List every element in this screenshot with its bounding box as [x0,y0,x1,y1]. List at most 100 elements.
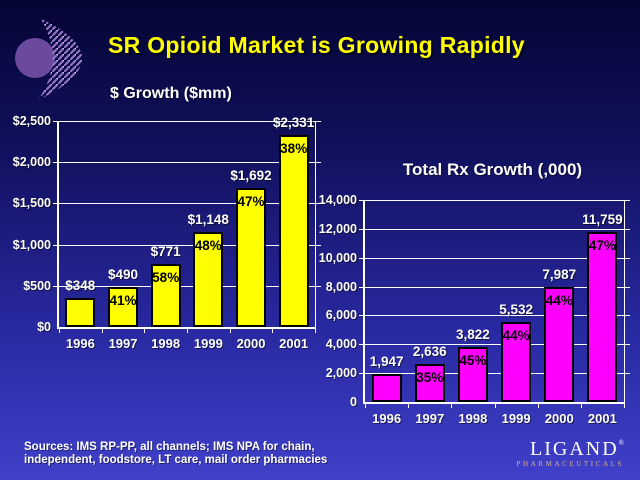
bar [108,286,138,327]
bar [193,232,224,327]
bar [544,286,575,402]
x-tick [144,327,146,333]
bar-growth-label: 44% [502,328,530,344]
x-axis-label: 1998 [458,411,488,426]
company-logo-wordmark: LIGAND® [530,438,624,460]
bar-value-label: 11,759 [582,212,623,228]
x-tick [315,327,316,333]
bar-value-label: $2,331 [273,114,315,130]
bar-growth-label: 45% [459,352,487,368]
y-axis-label: 12,000 [318,221,357,236]
x-axis-label: 2000 [544,411,574,426]
x-tick [101,327,103,333]
bar [587,232,618,402]
plot-area: 0 2,000 4,000 6,000 8,000 10,000 12,000 14,000 1… [319,193,630,426]
sources-note: Sources: IMS RP-PP, all channels; IMS NP… [24,441,354,467]
bar [501,322,532,402]
x-axis-label: 2001 [279,336,309,351]
bar-growth-label: 35% [416,370,444,385]
bar-growth-label: 47% [588,238,616,254]
company-logo-tagline: PHARMACEUTICALS [516,460,624,468]
sources-line-2: independent, foodstore, LT care, mail or… [24,454,328,466]
gridline [359,286,630,288]
x-axis-label: 1998 [151,336,181,351]
bar [457,346,488,402]
gridline [359,228,630,230]
x-tick [365,402,366,408]
bar-value-label: 5,532 [499,302,533,318]
y-axis-label: 0 [350,395,357,409]
bar-value-label: $771 [150,243,181,259]
y-axis-label: $0 [37,320,51,334]
bar-growth-label: 41% [109,292,137,308]
y-axis-label: $1,000 [12,237,51,252]
x-axis-label: 2001 [587,411,617,426]
bar-growth-label: 44% [545,292,573,308]
y-axis-label: $2,000 [12,155,51,170]
bar-growth-label: 58% [152,269,180,285]
logo-crescent [38,18,83,100]
logo-circle [15,38,55,78]
x-tick [624,402,625,408]
gridline [53,285,321,287]
x-tick [187,327,188,333]
bar-growth-label: 48% [194,238,222,254]
gridline [53,244,321,246]
y-axis-label: 6,000 [325,308,357,323]
bar [150,263,181,327]
bar-value-label: $1,148 [187,212,229,228]
gridline [359,344,630,346]
gridline [53,203,321,205]
x-tick [408,402,410,408]
registered-mark: ® [618,439,624,447]
x-axis-label: 1996 [372,411,402,426]
company-logo: LIGAND® PHARMACEUTICALS [500,433,624,468]
y-axis-label: $500 [23,278,51,293]
bar-growth-label: 38% [280,140,308,156]
y-axis-label: 4,000 [325,337,357,352]
y-axis-label: 14,000 [318,193,357,207]
gridline [53,162,321,164]
x-axis-label: 1997 [108,336,138,351]
bar-value-label: $490 [107,266,139,282]
gridline [359,373,630,375]
bar-growth-label: 47% [237,193,265,209]
bar [371,373,402,402]
bar [278,134,309,327]
y-axis-label: 2,000 [325,366,357,381]
bar-value-label: 2,636 [412,344,447,359]
x-axis-label: 1997 [415,411,445,426]
y-axis-label: 8,000 [325,279,357,294]
brand-logo-mark [15,18,83,100]
gridline [359,200,630,201]
x-tick [537,402,539,408]
gridline [53,121,321,122]
bar [414,364,445,402]
x-axis-label: 1999 [193,336,223,351]
gridline [359,315,630,317]
x-tick [59,327,60,333]
bar-value-label: $1,692 [230,167,272,183]
x-tick [229,327,231,333]
dollar-growth-chart: $0 $500 $1,000 $1,500 $2,000 $2,500 $348 1996 $4… [0,108,321,363]
rx-growth-chart: 0 2,000 4,000 6,000 8,000 10,000 12,000 14,000 1… [319,190,640,435]
gridline [359,257,630,259]
x-tick [272,327,274,333]
x-axis-label: 1999 [501,411,531,426]
plot-area: $0 $500 $1,000 $1,500 $2,000 $2,500 $348 1996 $4… [13,114,321,351]
y-axis-label: $1,500 [12,196,51,211]
sources-line-1: Sources: IMS RP-PP, all channels; IMS NP… [24,441,315,453]
x-tick [580,402,582,408]
left-chart-title: $ Growth ($mm) [110,85,232,102]
y-axis-label: 10,000 [318,250,357,265]
bar-value-label: $348 [65,278,96,294]
bar [65,298,96,327]
bar-value-label: 1,947 [369,353,404,369]
x-tick [451,402,453,408]
x-axis-label: 1996 [65,336,95,351]
x-tick [494,402,496,408]
bar [236,187,266,327]
slide-title: SR Opioid Market is Growing Rapidly [108,32,525,58]
bar-value-label: 3,822 [455,326,490,342]
